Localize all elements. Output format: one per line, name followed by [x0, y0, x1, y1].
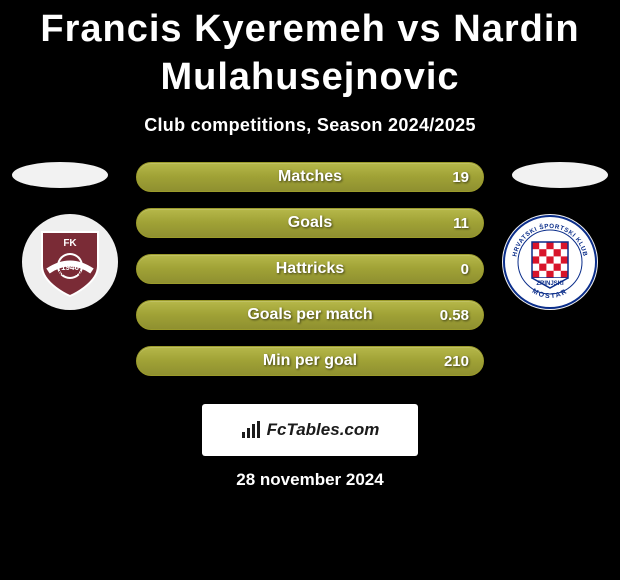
club-badge-left: FK 1946 SARAJEVO [22, 214, 118, 310]
stat-label: Goals [137, 214, 483, 232]
stat-row-goals: Goals 11 [136, 208, 484, 238]
club-badge-right: HRVATSKI ŠPORTSKI KLUB MOSTAR ZRINJSKI [502, 214, 598, 310]
stat-value-right: 19 [452, 169, 469, 186]
stat-label: Min per goal [137, 352, 483, 370]
stat-value-right: 0 [461, 261, 469, 278]
fk-sarajevo-icon: FK 1946 SARAJEVO [38, 226, 102, 298]
svg-text:SARAJEVO: SARAJEVO [54, 271, 87, 277]
stat-row-matches: Matches 19 [136, 162, 484, 192]
comparison-area: FK 1946 SARAJEVO HRVATSKI ŠPORTSKI KLUB … [0, 164, 620, 394]
branding-label: FcTables.com [241, 420, 380, 440]
stat-value-right: 11 [453, 215, 469, 232]
svg-text:FK: FK [63, 238, 77, 249]
page-subtitle: Club competitions, Season 2024/2025 [0, 115, 620, 136]
branding-text: FcTables.com [267, 420, 380, 440]
date-label: 28 november 2024 [0, 470, 620, 490]
stat-row-min-per-goal: Min per goal 210 [136, 346, 484, 376]
stat-row-hattricks: Hattricks 0 [136, 254, 484, 284]
stat-value-right: 210 [444, 353, 469, 370]
right-shadow-ellipse [512, 162, 608, 188]
stat-value-right: 0.58 [440, 307, 469, 324]
svg-text:ZRINJSKI: ZRINJSKI [536, 281, 564, 287]
bars-icon [241, 421, 263, 439]
stat-row-goals-per-match: Goals per match 0.58 [136, 300, 484, 330]
left-shadow-ellipse [12, 162, 108, 188]
stat-label: Hattricks [137, 260, 483, 278]
stats-list: Matches 19 Goals 11 Hattricks 0 Goals pe… [136, 162, 484, 392]
hsk-zrinjski-icon: HRVATSKI ŠPORTSKI KLUB MOSTAR ZRINJSKI [502, 214, 598, 310]
page-title: Francis Kyeremeh vs Nardin Mulahusejnovi… [0, 0, 620, 101]
branding-box: FcTables.com [202, 404, 418, 456]
stat-label: Goals per match [137, 306, 483, 324]
stat-label: Matches [137, 168, 483, 186]
